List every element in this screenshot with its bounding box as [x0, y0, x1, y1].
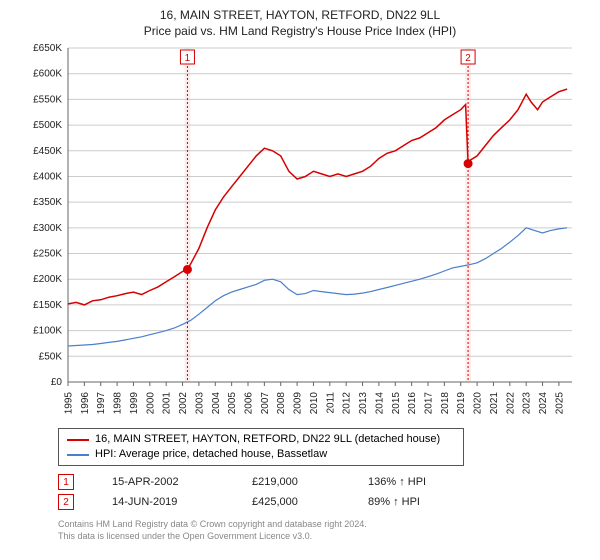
marker-pct-1: 136% ↑ HPI: [368, 476, 454, 488]
svg-text:2022: 2022: [505, 392, 516, 415]
marker-row-1: 1 15-APR-2002 £219,000 136% ↑ HPI: [58, 472, 590, 492]
chart-container: 16, MAIN STREET, HAYTON, RETFORD, DN22 9…: [0, 0, 600, 560]
svg-text:1998: 1998: [113, 392, 124, 415]
marker-table: 1 15-APR-2002 £219,000 136% ↑ HPI 2 14-J…: [58, 472, 590, 512]
marker-price-2: £425,000: [252, 496, 338, 508]
svg-text:1996: 1996: [80, 392, 91, 415]
svg-text:2012: 2012: [342, 392, 353, 415]
svg-text:£550K: £550K: [33, 94, 62, 105]
svg-text:£300K: £300K: [33, 223, 62, 234]
svg-text:2000: 2000: [145, 392, 156, 415]
chart-area: £0 £50K £100K £150K £200K £250K £300K £350K £400…: [20, 42, 580, 422]
svg-text:2023: 2023: [522, 392, 533, 415]
legend-row-hpi: HPI: Average price, detached house, Bass…: [67, 447, 455, 462]
marker-pct-2: 89% ↑ HPI: [368, 496, 454, 508]
legend: 16, MAIN STREET, HAYTON, RETFORD, DN22 9…: [58, 428, 464, 466]
svg-text:2019: 2019: [456, 392, 467, 415]
svg-text:2025: 2025: [554, 392, 565, 415]
title-block: 16, MAIN STREET, HAYTON, RETFORD, DN22 9…: [10, 8, 590, 38]
svg-text:2: 2: [465, 53, 471, 64]
chart-svg: £0 £50K £100K £150K £200K £250K £300K £350K £400…: [20, 42, 580, 422]
svg-text:2009: 2009: [293, 392, 304, 415]
svg-text:2010: 2010: [309, 392, 320, 415]
svg-text:£600K: £600K: [33, 69, 62, 80]
svg-text:2017: 2017: [424, 392, 435, 415]
svg-text:£100K: £100K: [33, 326, 62, 337]
up-arrow-icon: ↑: [399, 476, 405, 488]
title-subtitle: Price paid vs. HM Land Registry's House …: [10, 24, 590, 38]
marker-badge-1: 1: [58, 474, 74, 490]
svg-text:2021: 2021: [489, 392, 500, 415]
svg-text:2014: 2014: [374, 392, 385, 415]
svg-text:£650K: £650K: [33, 43, 62, 54]
svg-text:2006: 2006: [244, 392, 255, 415]
legend-label-address: 16, MAIN STREET, HAYTON, RETFORD, DN22 9…: [95, 432, 440, 447]
svg-text:2005: 2005: [227, 392, 238, 415]
svg-text:1997: 1997: [96, 392, 107, 415]
legend-swatch-hpi: [67, 454, 89, 456]
marker-price-1: £219,000: [252, 476, 338, 488]
svg-text:2007: 2007: [260, 392, 271, 415]
svg-text:1999: 1999: [129, 392, 140, 415]
svg-text:£50K: £50K: [39, 351, 63, 362]
footer: Contains HM Land Registry data © Crown c…: [58, 518, 590, 542]
svg-text:2008: 2008: [276, 392, 287, 415]
footer-line2: This data is licensed under the Open Gov…: [58, 530, 590, 542]
svg-text:£450K: £450K: [33, 146, 62, 157]
legend-label-hpi: HPI: Average price, detached house, Bass…: [95, 447, 327, 462]
marker-badge-2: 2: [58, 494, 74, 510]
svg-text:£200K: £200K: [33, 274, 62, 285]
up-arrow-icon: ↑: [393, 496, 399, 508]
svg-text:1995: 1995: [64, 392, 75, 415]
footer-line1: Contains HM Land Registry data © Crown c…: [58, 518, 590, 530]
svg-text:2013: 2013: [358, 392, 369, 415]
title-address: 16, MAIN STREET, HAYTON, RETFORD, DN22 9…: [10, 8, 590, 22]
svg-text:£400K: £400K: [33, 171, 62, 182]
marker-date-2: 14-JUN-2019: [112, 496, 222, 508]
svg-text:2018: 2018: [440, 392, 451, 415]
svg-text:£350K: £350K: [33, 197, 62, 208]
svg-text:£500K: £500K: [33, 120, 62, 131]
marker-row-2: 2 14-JUN-2019 £425,000 89% ↑ HPI: [58, 492, 590, 512]
marker-date-1: 15-APR-2002: [112, 476, 222, 488]
svg-text:2024: 2024: [538, 392, 549, 415]
svg-text:2001: 2001: [162, 392, 173, 415]
svg-text:2015: 2015: [391, 392, 402, 415]
svg-text:£250K: £250K: [33, 249, 62, 260]
legend-swatch-address: [67, 439, 89, 441]
svg-text:£150K: £150K: [33, 300, 62, 311]
svg-text:2020: 2020: [473, 392, 484, 415]
svg-text:2004: 2004: [211, 392, 222, 415]
svg-text:2011: 2011: [325, 392, 336, 414]
svg-text:2002: 2002: [178, 392, 189, 415]
svg-text:2003: 2003: [194, 392, 205, 415]
svg-text:1: 1: [185, 53, 191, 64]
legend-row-address: 16, MAIN STREET, HAYTON, RETFORD, DN22 9…: [67, 432, 455, 447]
svg-text:£0: £0: [51, 377, 63, 388]
svg-text:2016: 2016: [407, 392, 418, 415]
